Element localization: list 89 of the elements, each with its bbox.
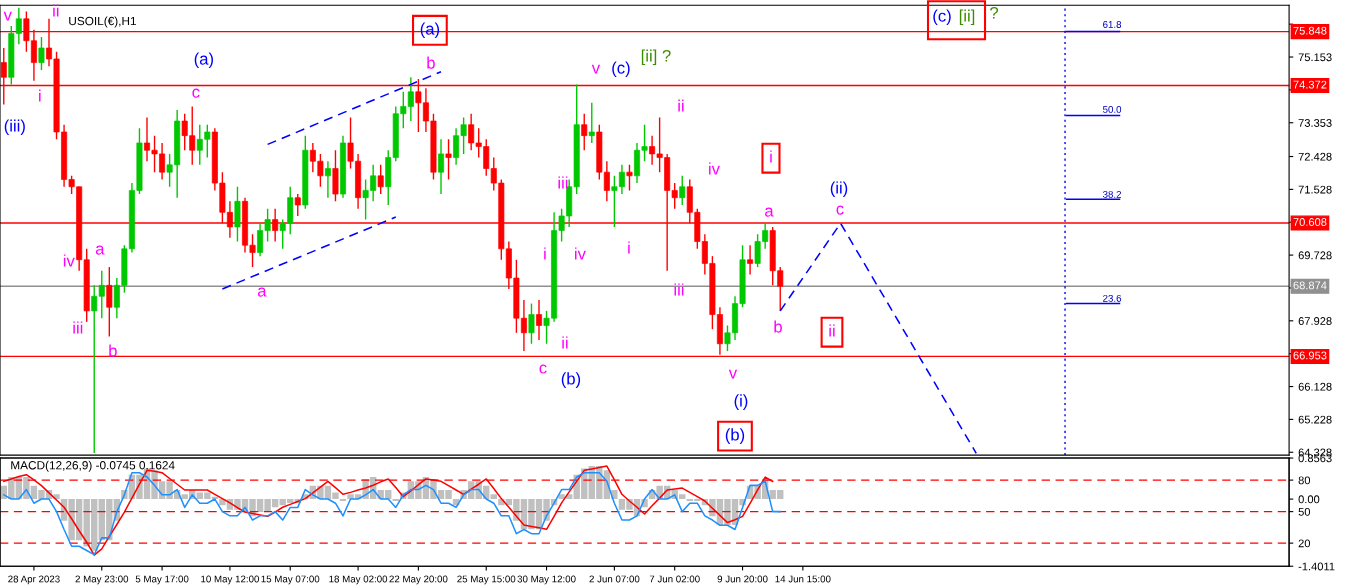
ref-line-label: 68.874 [1293,281,1327,290]
annotation: (a) [194,52,213,69]
annotation: (i) [734,394,748,410]
annotation: c [539,364,547,374]
ref-line-label: 70.608 [1293,218,1327,226]
y-tick-label: 72.428 [1298,152,1332,161]
annotation: (c) [612,61,630,78]
candlestick [438,138,444,195]
candlestick [324,160,331,199]
candlestick [38,36,45,71]
annotation: ? [990,6,999,19]
annotation: a [765,207,774,217]
candlestick [588,102,595,144]
annotation: (ii) [830,181,848,197]
x-tick-label: 10 May 12:00 [201,575,259,585]
candlestick [445,138,452,181]
annotation: v [591,64,601,74]
x-tick-label: 28 Apr 2023 [8,575,60,585]
x-tick-label: 30 May 12:00 [517,575,576,585]
x-tick-label: 2 Jun 07:00 [589,575,640,583]
x-tick-label: 5 May 17:00 [135,575,189,585]
candlestick [377,164,384,195]
text: USOIL(€),H1 [69,16,136,28]
y-tick-label: 0.00 [1298,495,1320,504]
y-tick-label: 73.353 [1298,119,1332,127]
annotation: i [770,150,772,163]
ref-line-label: 74.372 [1293,80,1327,89]
annotation: ii [678,99,684,112]
annotation: 50.0 [1102,105,1122,113]
y2-tick-label: 20 [1298,539,1311,548]
candlestick [528,302,535,345]
y-tick-label: 71.528 [1298,185,1332,194]
candlestick [626,164,633,192]
annotation: b [427,56,435,69]
annotation: 23.6 [1103,294,1122,302]
annotation: (b) [725,428,745,444]
annotation: (c) [933,9,951,26]
annotation: c [192,88,200,98]
y2-tick-label: 50 [1298,507,1311,516]
annotation: b [774,320,782,333]
y-tick-label: 75.153 [1298,53,1332,62]
annotation: iv [575,247,586,260]
annotation: [ii] [959,9,975,26]
annotation: a [257,287,267,297]
x-tick-label: 14 Jun 15:00 [775,575,831,583]
annotation: ii [53,4,59,17]
candlestick [294,193,301,217]
annotation: i [628,241,630,254]
candlestick [536,299,542,341]
y-tick-label: 67.928 [1298,317,1332,325]
annotation: iv [709,162,720,175]
annotation: [ii] ? [641,49,671,66]
annotation: 38.2 [1102,190,1122,198]
annotation: (iii) [4,119,25,135]
y-tick-label: -1.4011 [1298,562,1335,571]
annotation: b [109,344,117,357]
x-tick-label: 2 May 23:00 [75,575,129,585]
candlestick [581,113,588,151]
annotation: i [544,247,546,260]
y2-tick-label: 80 [1298,476,1311,485]
annotation: v [728,369,738,379]
x-tick-label: 9 Jun 20:00 [717,575,768,583]
candlestick [679,175,686,206]
y-tick-label: 65.228 [1298,415,1332,424]
candlestick [747,244,754,276]
annotation: iii [558,176,568,189]
annotation: iii [73,321,83,334]
annotation: ii [562,336,568,349]
x-tick-label: 15 May 07:00 [261,575,320,585]
annotation: iii [674,283,684,296]
annotation: a [95,245,105,255]
annotation: (b) [561,372,581,388]
ref-line-label: 75.848 [1293,26,1327,35]
x-tick-label: 25 May 15:00 [457,575,516,585]
candlestick [106,266,113,338]
x-tick-label: 7 Jun 02:00 [649,575,700,583]
chart-title: MACD(12,26,9) -0.0745 0.1624 [11,460,175,472]
annotation: ii [829,324,835,337]
annotation: i [39,89,41,102]
annotation: v [3,11,12,21]
annotation: c [836,205,844,215]
annotation: iv [63,254,75,267]
y-tick-label: 66.128 [1298,382,1332,391]
y-tick-label: 69.728 [1298,251,1332,260]
x-tick-label: 22 May 20:00 [389,575,448,585]
ref-line-label: 66.953 [1293,351,1327,360]
annotation: 61.8 [1103,21,1122,28]
bar [490,494,497,500]
x-tick-label: 18 May 02:00 [329,575,388,585]
